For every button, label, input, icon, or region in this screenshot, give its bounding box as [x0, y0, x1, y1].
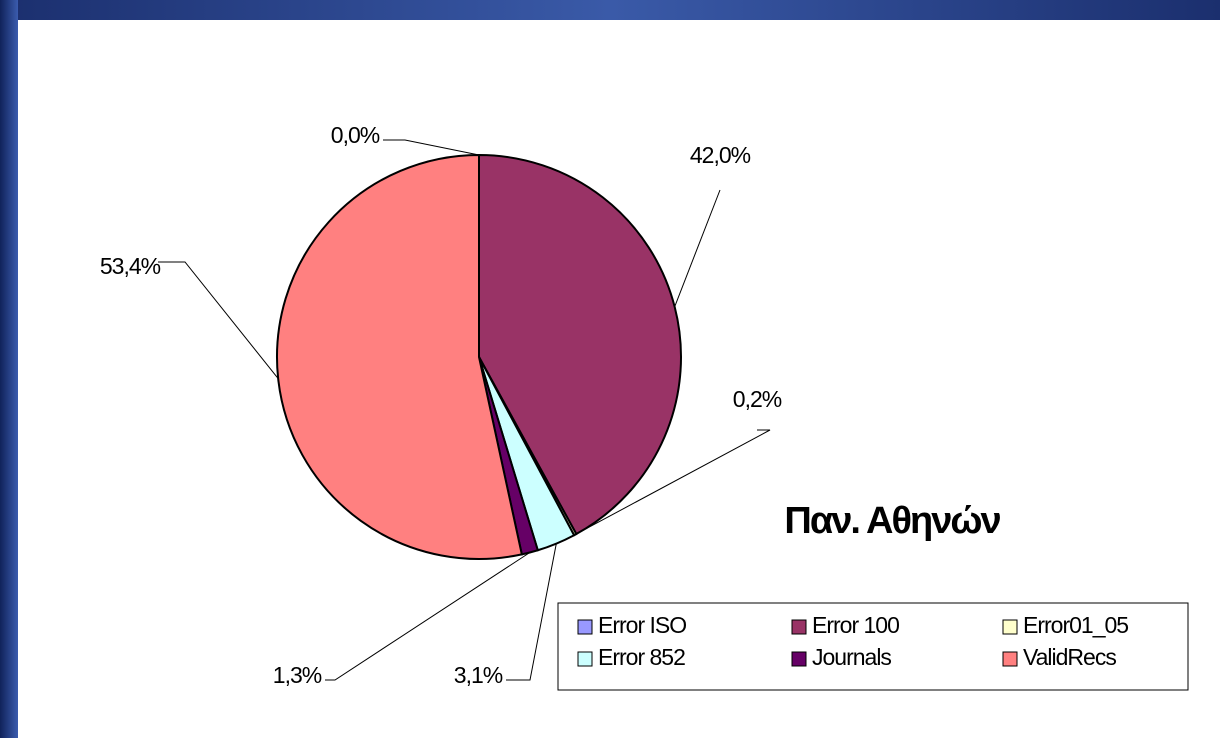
- legend-swatch: [577, 619, 593, 635]
- data-label: 42,0%: [690, 142, 751, 168]
- legend-label: Error 852: [598, 644, 685, 670]
- pie-slice: [478, 153, 682, 536]
- left-band: [0, 0, 18, 738]
- leader-line: [383, 139, 480, 156]
- data-label: 1,3%: [273, 662, 322, 688]
- data-label: 53,4%: [100, 253, 161, 279]
- chart-title: Παν. Αθηνών: [784, 500, 1000, 542]
- legend-label: Error 100: [812, 612, 899, 638]
- legend-swatch: [1002, 651, 1018, 667]
- leader-line: [574, 429, 771, 536]
- leader-line: [325, 552, 531, 681]
- legend-swatch: [577, 651, 593, 667]
- legend-box: [557, 602, 1189, 691]
- legend-swatch: [791, 651, 807, 667]
- leader-line: [158, 261, 279, 379]
- legend-label: Error ISO: [598, 612, 686, 638]
- data-label: 3,1%: [454, 662, 503, 688]
- legend-label: Journals: [812, 644, 891, 670]
- legend-swatch: [791, 619, 807, 635]
- leader-line: [506, 543, 557, 681]
- legend-swatch: [1002, 619, 1018, 635]
- top-band: [0, 0, 1220, 20]
- data-label: 0,0%: [331, 122, 380, 148]
- leader-line: [674, 189, 721, 307]
- data-label: 0,2%: [733, 386, 782, 412]
- legend-label: ValidRecs: [1023, 644, 1116, 670]
- legend-label: Error01_05: [1023, 612, 1128, 638]
